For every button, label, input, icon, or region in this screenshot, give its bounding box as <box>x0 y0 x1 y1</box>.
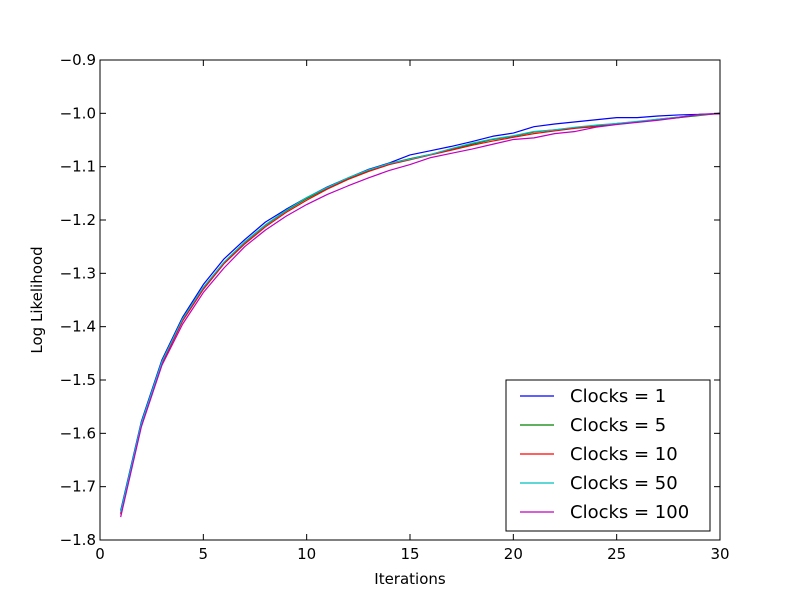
y-tick-label-6: −1.2 <box>60 211 96 229</box>
legend-label-1: Clocks = 1 <box>570 386 666 407</box>
legend-label-3: Clocks = 10 <box>570 444 678 465</box>
legend-label-5: Clocks = 100 <box>570 502 689 523</box>
x-tick-label-1: 5 <box>199 545 209 563</box>
legend-label-4: Clocks = 50 <box>570 473 678 494</box>
y-tick-label-3: −1.5 <box>60 371 96 389</box>
plot-frame <box>99 59 721 541</box>
y-tick-label-0: −1.8 <box>60 531 96 549</box>
legend-box <box>505 379 711 532</box>
y-axis-label: Log Likelihood <box>28 246 46 353</box>
x-tick-label-5: 25 <box>607 545 626 563</box>
y-tick-label-7: −1.1 <box>60 158 96 176</box>
legend: Clocks = 1 Clocks = 5 Clocks = 10 Clocks = … <box>505 379 711 532</box>
y-tick-label-4: −1.4 <box>60 318 96 336</box>
x-tick-label-4: 20 <box>504 545 523 563</box>
y-tick-label-9: −0.9 <box>60 51 96 69</box>
legend-label-2: Clocks = 5 <box>570 415 666 436</box>
series-line-1 <box>120 112 721 511</box>
tick-labels: 0 5 10 15 20 25 30 −1.8 −1.7 −1.6 −1.5 −1.4 −1.3 −1.2… <box>60 51 730 563</box>
series-line-5 <box>120 113 721 518</box>
y-tick-label-2: −1.6 <box>60 424 96 442</box>
x-axis-label: Iterations <box>374 570 446 588</box>
y-tick-label-5: −1.3 <box>60 264 96 282</box>
x-tick-label-3: 15 <box>400 545 419 563</box>
y-tick-label-8: −1.0 <box>60 104 96 122</box>
x-tick-label-0: 0 <box>95 545 105 563</box>
x-tick-label-6: 30 <box>710 545 729 563</box>
y-tick-label-1: −1.7 <box>60 478 96 496</box>
series-line-4 <box>120 112 721 513</box>
series-lines <box>120 112 721 518</box>
x-tick-label-2: 10 <box>297 545 316 563</box>
